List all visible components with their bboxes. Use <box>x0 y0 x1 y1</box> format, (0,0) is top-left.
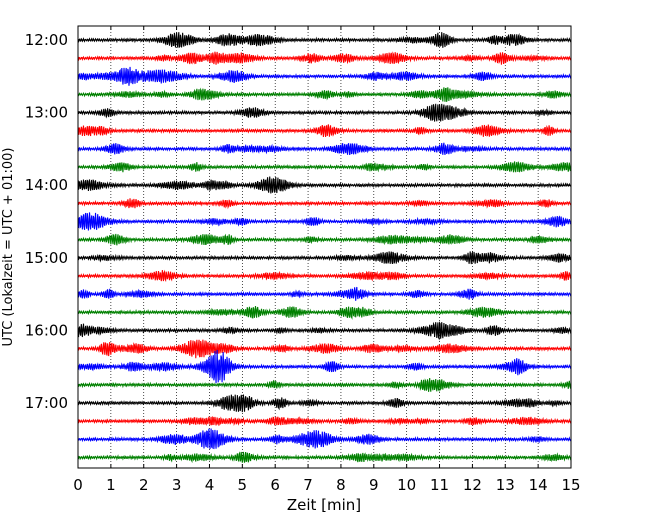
trace-row <box>77 103 572 122</box>
x-tick-label: 6 <box>270 476 280 494</box>
trace-row <box>77 32 572 49</box>
y-axis-label: UTC (Lokalzeit = UTC + 01:00) <box>1 148 16 347</box>
y-tick-label: 16:00 <box>25 321 68 339</box>
y-tick-label: 15:00 <box>25 249 68 267</box>
trace-row <box>77 451 572 464</box>
trace-row <box>77 212 572 231</box>
y-tick-label: 12:00 <box>25 31 68 49</box>
x-tick-label: 1 <box>106 476 116 494</box>
trace-row <box>77 416 572 427</box>
trace-row <box>77 321 572 341</box>
y-axis: 12:00 13:00 14:00 15:00 16:00 17:00 <box>25 31 571 412</box>
trace-row <box>77 176 572 194</box>
trace-row <box>77 87 572 102</box>
trace-row <box>77 306 572 320</box>
y-tick-label: 13:00 <box>25 104 68 122</box>
x-tick-label: 8 <box>336 476 346 494</box>
seismic-traces <box>77 32 572 464</box>
x-tick-label: 11 <box>430 476 449 494</box>
x-axis: 0 1 2 3 4 5 6 7 8 9 10 11 12 13 14 15 <box>73 26 581 494</box>
x-tick-label: 4 <box>205 476 215 494</box>
x-tick-label: 10 <box>397 476 416 494</box>
trace-row <box>77 124 572 137</box>
trace-row <box>77 142 572 156</box>
trace-row <box>77 349 572 384</box>
x-tick-label: 3 <box>172 476 182 494</box>
trace-row <box>77 339 572 359</box>
x-tick-label: 13 <box>496 476 515 494</box>
x-tick-label: 9 <box>369 476 379 494</box>
trace-row <box>77 51 572 65</box>
y-tick-label: 14:00 <box>25 176 68 194</box>
x-tick-label: 14 <box>529 476 548 494</box>
x-tick-label: 15 <box>561 476 580 494</box>
x-tick-label: 0 <box>73 476 83 494</box>
trace-row <box>77 233 572 246</box>
trace-row <box>77 269 572 283</box>
x-tick-label: 7 <box>303 476 313 494</box>
trace-row <box>77 377 572 393</box>
trace-row <box>77 428 572 450</box>
plot-frame <box>77 25 572 469</box>
x-axis-label: Zeit [min] <box>287 496 361 514</box>
trace-row <box>77 198 572 210</box>
trace-row <box>77 250 572 265</box>
trace-row <box>77 394 572 413</box>
trace-row <box>77 66 572 86</box>
x-tick-label: 2 <box>139 476 149 494</box>
x-tick-label: 5 <box>238 476 248 494</box>
trace-row <box>77 286 572 301</box>
y-tick-label: 17:00 <box>25 394 68 412</box>
x-tick-label: 12 <box>463 476 482 494</box>
trace-row <box>77 160 572 173</box>
